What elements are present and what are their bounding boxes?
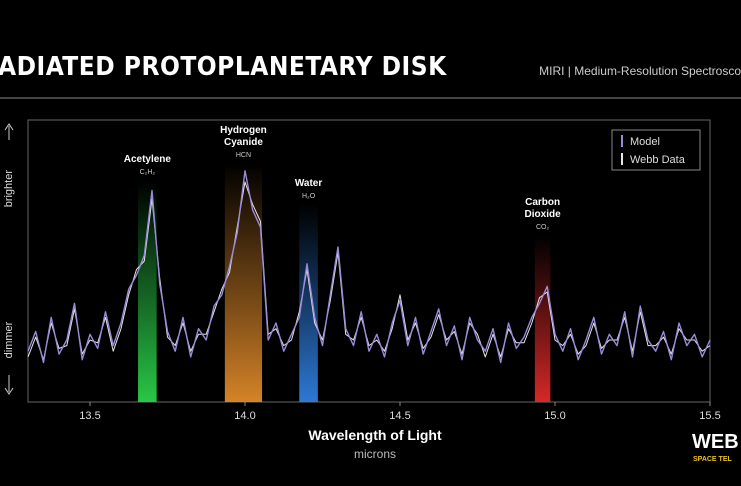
band bbox=[224, 163, 263, 402]
arrow-up-head bbox=[4, 123, 14, 131]
logo: WEB bbox=[692, 431, 739, 453]
x-tick-label: 14.0 bbox=[234, 410, 255, 422]
band-label: Water bbox=[295, 178, 323, 189]
logo-sub: SPACE TEL bbox=[693, 456, 732, 463]
legend-label: Webb Data bbox=[630, 154, 686, 166]
band bbox=[138, 180, 157, 402]
x-tick-label: 13.5 bbox=[79, 410, 100, 422]
x-tick-label: 14.5 bbox=[389, 410, 410, 422]
band bbox=[534, 235, 551, 402]
x-unit: microns bbox=[354, 447, 396, 461]
band-formula: H₂O bbox=[302, 193, 316, 200]
series-line bbox=[27, 181, 711, 361]
x-label: Wavelength of Light bbox=[308, 427, 442, 443]
band-label: Acetylene bbox=[124, 154, 172, 165]
arrow-down-head bbox=[4, 387, 14, 395]
x-tick-label: 15.0 bbox=[544, 410, 565, 422]
band-formula: CO₂ bbox=[536, 224, 550, 231]
plot-frame bbox=[27, 119, 711, 403]
band-formula: C₂H₂ bbox=[140, 169, 156, 176]
y-label-top: brighter bbox=[3, 170, 15, 208]
legend-label: Model bbox=[630, 136, 660, 148]
legend-box bbox=[611, 129, 701, 171]
band-label: Carbon bbox=[525, 197, 560, 208]
band bbox=[299, 204, 318, 402]
series-line bbox=[27, 170, 711, 364]
band-label: Hydrogen bbox=[220, 125, 267, 136]
x-tick-label: 15.5 bbox=[699, 410, 720, 422]
subtitle: MIRI | Medium-Resolution Spectrosco bbox=[539, 64, 741, 78]
title: ADIATED PROTOPLANETARY DISK bbox=[0, 52, 447, 82]
band-label: Dioxide bbox=[525, 209, 562, 220]
band-formula: HCN bbox=[236, 152, 251, 159]
band-label: Cyanide bbox=[224, 137, 263, 148]
y-label-bottom: dimmer bbox=[3, 321, 15, 358]
